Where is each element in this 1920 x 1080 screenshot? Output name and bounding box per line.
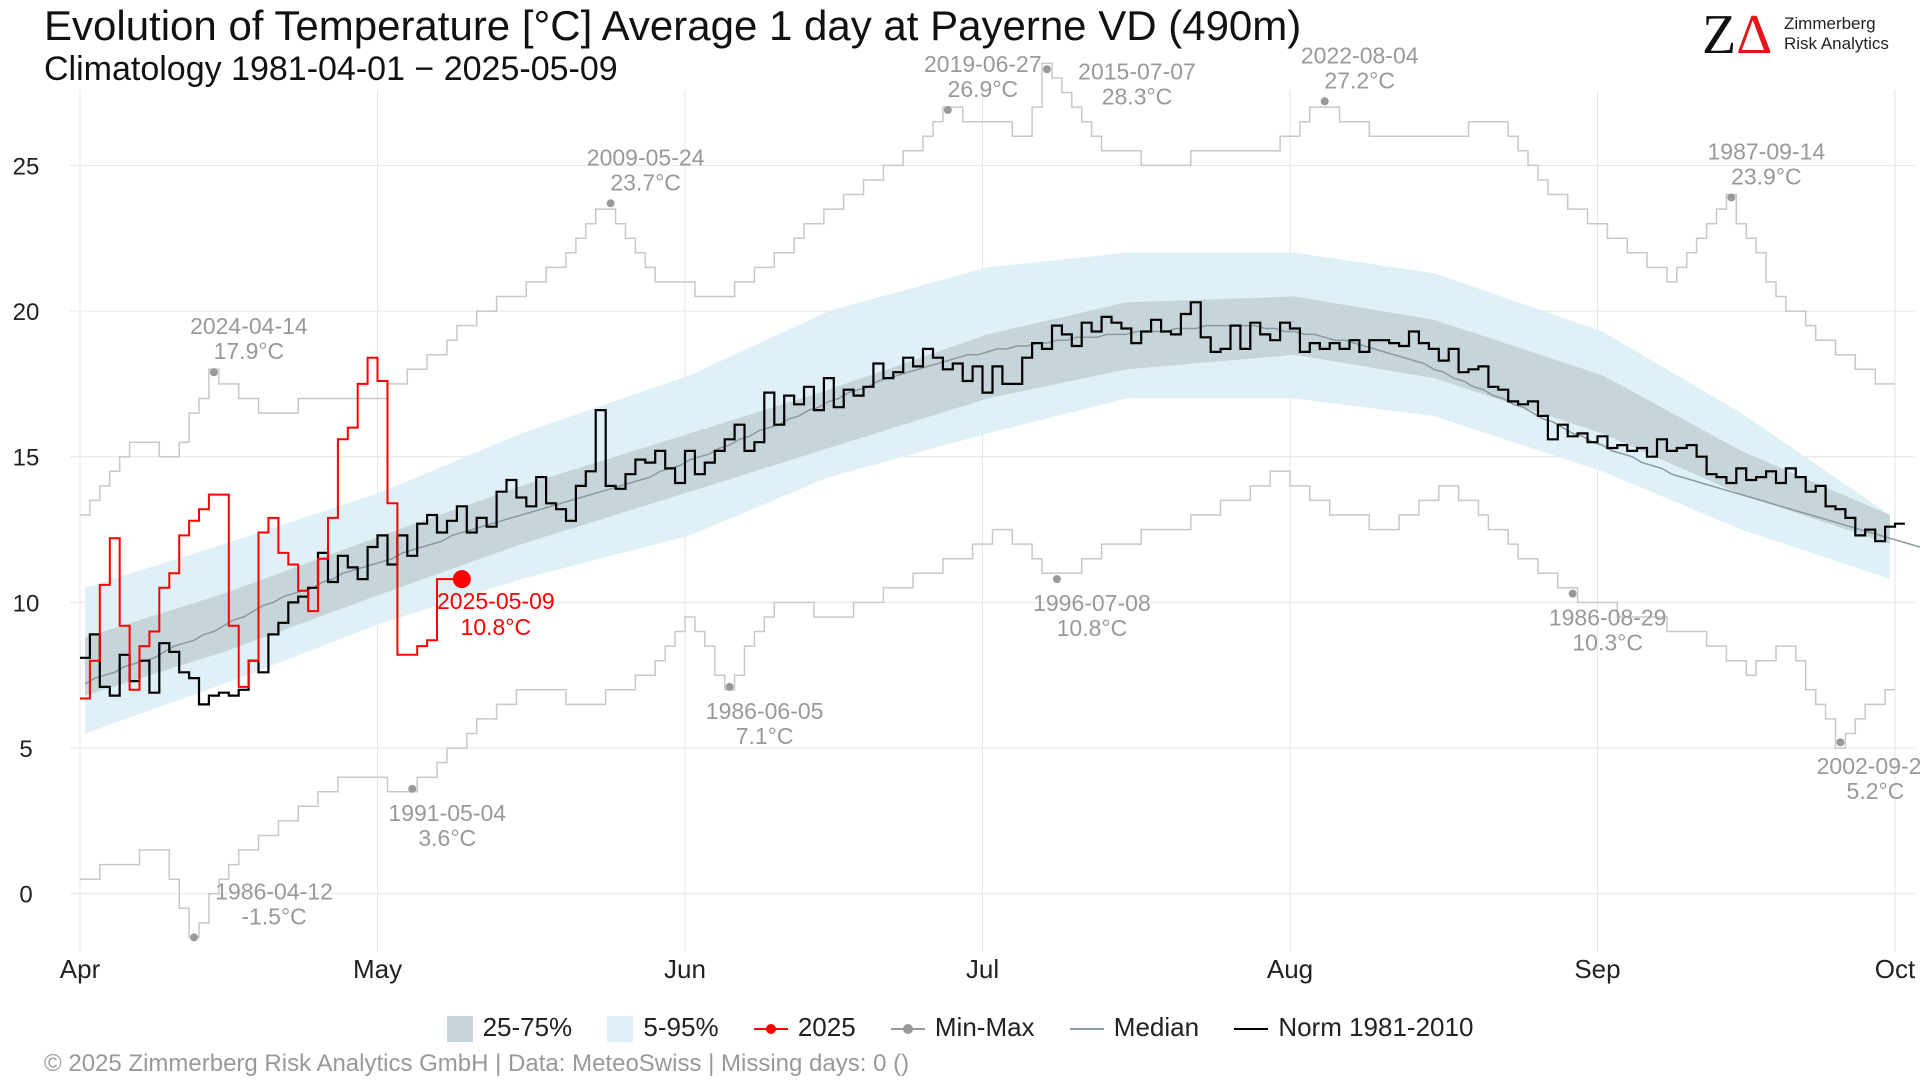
record-point	[1836, 738, 1845, 747]
legend-swatch-2025	[753, 1022, 788, 1036]
record-label-date: 2002-09-25	[1817, 753, 1920, 779]
y-tick-label: 25	[13, 153, 40, 180]
record-label-value: 28.3°C	[1102, 83, 1173, 109]
legend-item-median: Median	[1069, 1011, 1200, 1043]
record-label-value: 27.2°C	[1324, 67, 1395, 93]
median-line	[84, 324, 1920, 685]
logo-mark: ZΔ	[1702, 7, 1772, 63]
legend-swatch-norm	[1234, 1022, 1269, 1036]
record-label-date: 1986-06-05	[706, 698, 824, 724]
record-label-value: 17.9°C	[214, 338, 285, 364]
x-tick-label: Jun	[664, 954, 706, 984]
x-tick-label: Apr	[60, 954, 101, 984]
footer-credits: © 2025 Zimmerberg Risk Analytics GmbH | …	[44, 1050, 910, 1077]
logo-mark-z: Z	[1702, 4, 1737, 66]
legend-item-2025: 2025	[753, 1011, 856, 1043]
record-point	[1568, 589, 1577, 598]
y-tick-label: 5	[19, 736, 32, 763]
legend-label-2025: 2025	[797, 1011, 856, 1042]
record-point	[1043, 65, 1052, 74]
band-5-95	[85, 252, 1890, 734]
temperature-chart: 0 5 10 15 20 25 Apr May Jun Jul Aug Sep Oct 2025-05-0…	[13, 42, 1920, 984]
legend-swatch-minmax	[890, 1022, 925, 1036]
record-label-date: 1987-09-14	[1708, 138, 1826, 164]
record-point	[1320, 97, 1329, 106]
record-label-date: 1996-07-08	[1033, 590, 1151, 616]
x-tick-label: Sep	[1574, 954, 1620, 984]
current-year-label-value: 10.8°C	[461, 614, 532, 640]
legend-swatch-median	[1069, 1022, 1104, 1036]
record-label-value: 23.7°C	[610, 169, 681, 195]
company-logo: ZΔ Zimmerberg Risk Analytics	[1702, 7, 1912, 63]
record-label-value: 3.6°C	[418, 825, 476, 851]
x-tick-label: Oct	[1875, 954, 1916, 984]
chart-title: Evolution of Temperature [°C] Average 1 …	[44, 2, 1302, 49]
logo-mark-delta: Δ	[1736, 4, 1773, 66]
x-tick-label: Jul	[966, 954, 999, 984]
record-label-value: 23.9°C	[1731, 163, 1802, 189]
current-year-line	[80, 356, 467, 700]
min-line	[80, 470, 1895, 939]
legend-item-norm: Norm 1981-2010	[1234, 1012, 1473, 1043]
x-tick-label: Aug	[1267, 954, 1313, 984]
norm-line	[80, 301, 1905, 706]
record-point	[943, 106, 952, 115]
record-label-value: 10.8°C	[1057, 615, 1128, 641]
record-label-value: 7.1°C	[736, 723, 794, 749]
logo-line-2: Risk Analytics	[1784, 34, 1889, 53]
legend-swatch-5-95	[607, 1015, 634, 1042]
legend-item-25-75: 25-75%	[446, 1011, 573, 1043]
legend-label-norm: Norm 1981-2010	[1278, 1011, 1474, 1042]
record-point	[408, 784, 417, 793]
logo-text: Zimmerberg Risk Analytics	[1784, 14, 1889, 54]
legend-swatch-25-75	[446, 1015, 473, 1042]
band-25-75	[85, 296, 1890, 696]
record-label-value: 5.2°C	[1847, 778, 1905, 804]
legend-item-5-95: 5-95%	[607, 1011, 719, 1043]
record-point	[1727, 193, 1736, 202]
record-label-date: 1986-04-12	[215, 878, 333, 904]
y-tick-label: 0	[19, 882, 32, 909]
legend-label-25-75: 25-75%	[482, 1011, 573, 1042]
y-tick-label: 15	[13, 445, 40, 472]
current-year-label-date: 2025-05-09	[437, 588, 555, 614]
x-tick-label: May	[353, 954, 402, 984]
record-label-value: -1.5°C	[241, 903, 306, 929]
record-label-date: 2022-08-04	[1301, 42, 1419, 68]
y-tick-label: 20	[13, 299, 40, 326]
record-label-date: 2024-04-14	[190, 313, 308, 339]
current-year-last-point	[452, 570, 471, 589]
record-label-value: 10.3°C	[1572, 630, 1643, 656]
record-label-value: 26.9°C	[948, 76, 1019, 102]
record-label-date: 1991-05-04	[388, 800, 506, 826]
legend-label-5-95: 5-95%	[643, 1011, 719, 1042]
y-tick-label: 10	[13, 590, 40, 617]
record-label-date: 2009-05-24	[587, 144, 705, 170]
chart-subtitle: Climatology 1981-04-01 − 2025-05-09	[44, 50, 618, 88]
record-point	[725, 682, 734, 691]
legend-item-minmax: Min-Max	[890, 1011, 1035, 1043]
record-point	[190, 933, 199, 942]
logo-line-1: Zimmerberg	[1784, 14, 1876, 33]
record-label-date: 2015-07-07	[1078, 58, 1196, 84]
record-point	[606, 199, 615, 208]
record-label-date: 2019-06-27	[924, 51, 1042, 77]
legend-label-minmax: Min-Max	[934, 1011, 1035, 1042]
record-label-date: 1986-08-29	[1549, 605, 1667, 631]
record-point	[1052, 575, 1061, 584]
record-point	[209, 368, 218, 377]
chart-legend: 25-75% 5-95% 2025 Min-Max Median Norm 19…	[0, 1010, 1920, 1043]
legend-label-median: Median	[1113, 1011, 1200, 1042]
